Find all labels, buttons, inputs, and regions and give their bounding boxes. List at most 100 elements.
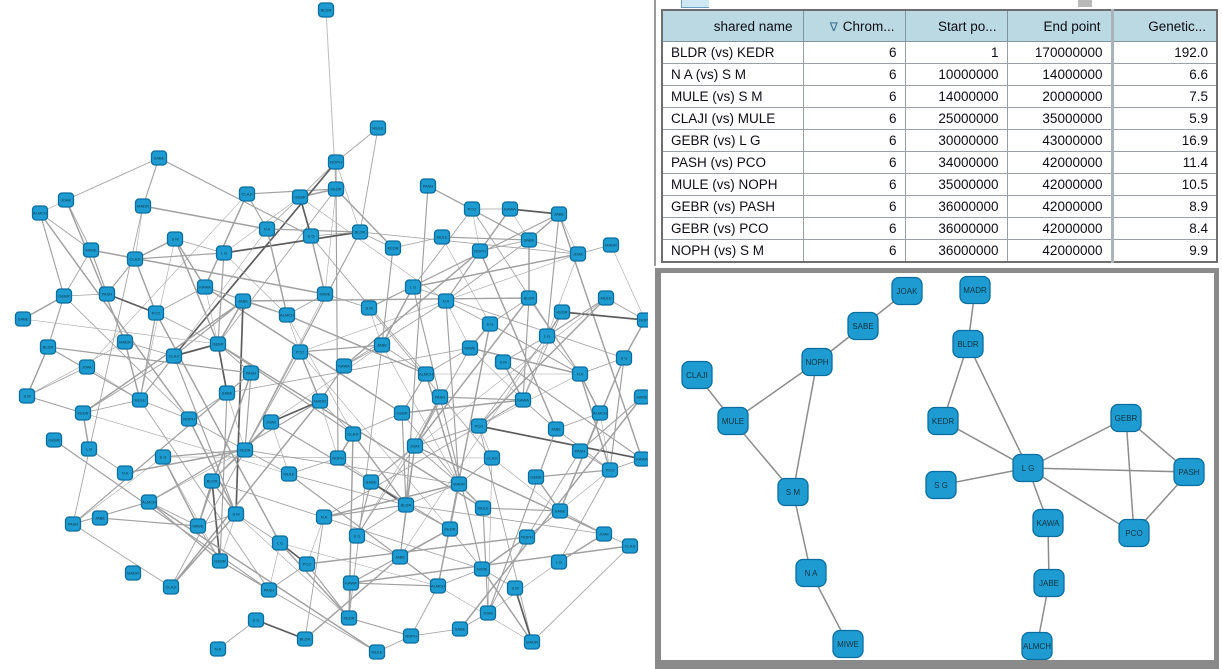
overview-network-canvas[interactable]: BLDR KEDR MULE NOPH SABE JOAK MADR CLAJI GEBR PAS… bbox=[0, 0, 648, 669]
overview-node-l-g[interactable]: L G bbox=[80, 441, 98, 457]
overview-node-s-g[interactable]: S G bbox=[247, 612, 265, 628]
overview-node-l-g[interactable]: L G bbox=[404, 279, 422, 295]
overview-node-madr[interactable]: MADR bbox=[523, 634, 541, 650]
network-node-gebr[interactable]: GEBR bbox=[1110, 403, 1142, 433]
overview-node-pco[interactable]: PCO bbox=[463, 201, 481, 217]
overview-node-sabe[interactable]: SABE bbox=[520, 232, 538, 248]
table-row[interactable]: NOPH (vs) S M 6 36000000 42000000 9.9 bbox=[661, 239, 1218, 263]
overview-node-s-g[interactable]: S G bbox=[348, 528, 366, 544]
column-header-chrom-[interactable]: ∇ Chrom... bbox=[802, 9, 906, 42]
overview-node-s-g[interactable]: S G bbox=[302, 228, 320, 244]
overview-node-kawa[interactable]: KAWA bbox=[342, 575, 360, 591]
overview-node-kawa[interactable]: KAWA bbox=[335, 358, 353, 374]
overview-node-n-a[interactable]: N A bbox=[209, 641, 227, 657]
table-row[interactable]: BLDR (vs) KEDR 6 1 170000000 192.0 bbox=[661, 41, 1218, 64]
overview-node-claji[interactable]: CLAJI bbox=[483, 450, 501, 466]
overview-node-pash[interactable]: PASH bbox=[64, 516, 82, 532]
network-node-sabe[interactable]: SABE bbox=[847, 311, 879, 341]
overview-node-noph[interactable]: NOPH bbox=[471, 243, 489, 259]
overview-node-gebr[interactable]: GEBR bbox=[55, 288, 73, 304]
network-node-joak[interactable]: JOAK bbox=[891, 276, 923, 306]
overview-node-kedr[interactable]: KEDR bbox=[384, 240, 402, 256]
overview-node-gebr[interactable]: GEBR bbox=[45, 432, 63, 448]
overview-node-miwe[interactable]: MIWE bbox=[633, 389, 649, 405]
network-node-s-m[interactable]: S M bbox=[777, 477, 809, 507]
overview-node-madr[interactable]: MADR bbox=[311, 393, 329, 409]
overview-node-joak[interactable]: JOAK bbox=[569, 246, 587, 262]
network-node-kawa[interactable]: KAWA bbox=[1032, 508, 1064, 538]
overview-node-pash[interactable]: PASH bbox=[98, 286, 116, 302]
overview-node-almch[interactable]: ALMCH bbox=[140, 494, 158, 510]
overview-node-madr[interactable]: MADR bbox=[124, 565, 142, 581]
overview-node-miwe[interactable]: MIWE bbox=[82, 242, 100, 258]
overview-node-bldr[interactable]: BLDR bbox=[39, 339, 57, 355]
overview-node-gebr[interactable]: GEBR bbox=[291, 189, 309, 205]
overview-node-noph[interactable]: NOPH bbox=[180, 411, 198, 427]
overview-node-pco[interactable]: PCO bbox=[470, 418, 488, 434]
overview-node-s-g[interactable]: S G bbox=[154, 449, 172, 465]
overview-node-n-a[interactable]: N A bbox=[315, 509, 333, 525]
overview-node-s-g[interactable]: S G bbox=[481, 316, 499, 332]
network-node-mule[interactable]: MULE bbox=[717, 406, 749, 436]
overview-node-jabe[interactable]: JABE bbox=[234, 293, 252, 309]
overview-node-kawa[interactable]: KAWA bbox=[196, 279, 214, 295]
network-node-pash[interactable]: PASH bbox=[1173, 457, 1205, 487]
overview-node-claji[interactable]: CLAJI bbox=[162, 579, 180, 595]
overview-node-joak[interactable]: JOAK bbox=[57, 192, 75, 208]
overview-node-madr[interactable]: MADR bbox=[134, 198, 152, 214]
overview-node-sabe[interactable]: SABE bbox=[150, 150, 168, 166]
table-row[interactable]: PASH (vs) PCO 6 34000000 42000000 11.4 bbox=[661, 151, 1218, 174]
overview-node-claji[interactable]: CLAJI bbox=[126, 251, 144, 267]
overview-node-miwe[interactable]: MIWE bbox=[473, 561, 491, 577]
overview-node-pco[interactable]: PCO bbox=[291, 344, 309, 360]
overview-node-pco[interactable]: PCO bbox=[147, 305, 165, 321]
column-header-shared-name[interactable]: shared name bbox=[661, 9, 804, 42]
overview-node-s-g[interactable]: S G bbox=[615, 350, 633, 366]
overview-node-pash[interactable]: PASH bbox=[242, 365, 260, 381]
network-node-s-g[interactable]: S G bbox=[925, 470, 957, 500]
overview-node-n-a[interactable]: N A bbox=[116, 465, 134, 481]
overview-node-sabe[interactable]: SABE bbox=[551, 503, 569, 519]
overview-node-pash[interactable]: PASH bbox=[419, 178, 437, 194]
overview-node-kedr[interactable]: KEDR bbox=[441, 521, 459, 537]
overview-node-miwe[interactable]: MIWE bbox=[461, 340, 479, 356]
column-header-end-point[interactable]: End point bbox=[1006, 9, 1113, 42]
table-row[interactable]: N A (vs) S M 6 10000000 14000000 6.6 bbox=[661, 63, 1218, 86]
overview-node-gebr[interactable]: GEBR bbox=[211, 553, 229, 569]
overview-node-l-g[interactable]: L G bbox=[538, 328, 556, 344]
overview-node-kedr[interactable]: KEDR bbox=[340, 610, 358, 626]
overview-node-almch[interactable]: ALMCH bbox=[417, 366, 435, 382]
overview-node-pco[interactable]: PCO bbox=[298, 556, 316, 572]
overview-node-pco[interactable]: PCO bbox=[601, 462, 619, 478]
overview-node-bldr[interactable]: BLDR bbox=[317, 2, 335, 18]
overview-node-almch[interactable]: ALMCH bbox=[429, 578, 447, 594]
overview-node-kedr[interactable]: KEDR bbox=[74, 405, 92, 421]
overview-node-n-a[interactable]: N A bbox=[437, 293, 455, 309]
overview-node-l-g[interactable]: L G bbox=[215, 245, 233, 261]
overview-node-noph[interactable]: NOPH bbox=[402, 628, 420, 644]
overview-node-s-m[interactable]: S M bbox=[494, 354, 512, 370]
overview-node-jabe[interactable]: JABE bbox=[391, 549, 409, 565]
filtered-network-canvas[interactable]: JOAK MADR SABE BLDR NOPH CLAJI MULE KEDR GEBR L G… bbox=[661, 273, 1214, 660]
overview-node-mule[interactable]: MULE bbox=[597, 290, 615, 306]
overview-node-mule[interactable]: MULE bbox=[433, 229, 451, 245]
overview-node-kawa[interactable]: KAWA bbox=[514, 392, 532, 408]
overview-node-l-g[interactable]: L G bbox=[271, 535, 289, 551]
overview-node-jabe[interactable]: JABE bbox=[91, 510, 109, 526]
table-row[interactable]: GEBR (vs) PASH 6 36000000 42000000 8.9 bbox=[661, 195, 1218, 218]
overview-node-noph[interactable]: NOPH bbox=[327, 154, 345, 170]
overview-node-n-a[interactable]: N A bbox=[258, 221, 276, 237]
overview-node-noph[interactable]: NOPH bbox=[518, 529, 536, 545]
overview-node-sabe[interactable]: SABE bbox=[362, 474, 380, 490]
network-node-kedr[interactable]: KEDR bbox=[927, 406, 959, 436]
overview-node-mule[interactable]: MULE bbox=[368, 644, 386, 660]
overview-node-kawa[interactable]: KAWA bbox=[501, 201, 519, 217]
network-node-n-a[interactable]: N A bbox=[795, 558, 827, 588]
overview-node-bldr[interactable]: BLDR bbox=[397, 497, 415, 513]
overview-node-gebr[interactable]: GEBR bbox=[209, 336, 227, 352]
overview-node-kawa[interactable]: KAWA bbox=[633, 451, 649, 467]
overview-node-claji[interactable]: CLAJI bbox=[238, 186, 256, 202]
overview-node-jabe[interactable]: JABE bbox=[373, 337, 391, 353]
overview-node-joak[interactable]: JOAK bbox=[406, 438, 424, 454]
overview-node-n-a[interactable]: N A bbox=[571, 366, 589, 382]
